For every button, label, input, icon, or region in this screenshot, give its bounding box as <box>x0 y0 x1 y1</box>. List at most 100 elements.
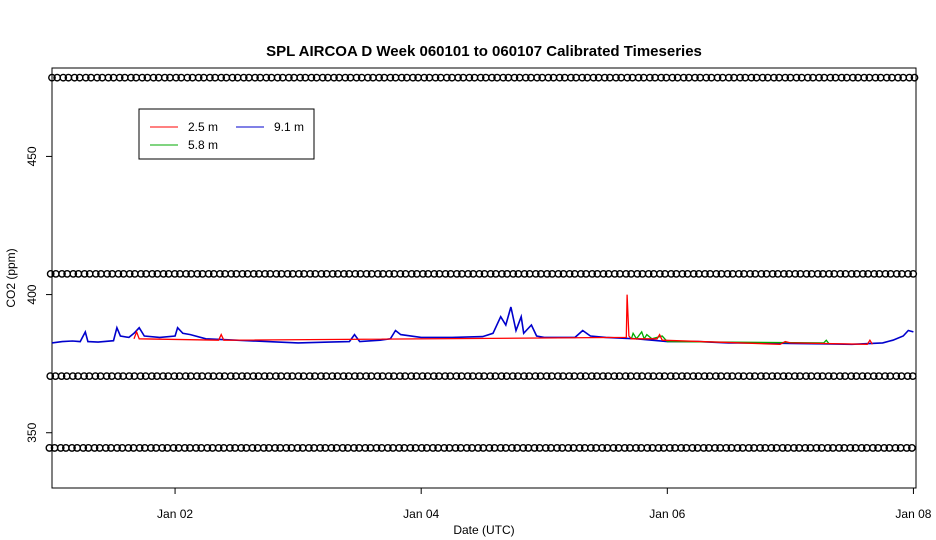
calibration-point <box>858 372 867 380</box>
calibration-point <box>847 372 856 380</box>
calibration-point <box>102 372 111 380</box>
calibration-point <box>183 73 192 82</box>
calibration-point <box>441 372 449 380</box>
calibration-point <box>419 269 427 278</box>
calibration-point <box>294 372 303 380</box>
calibration-point <box>114 372 122 380</box>
calibration-point <box>543 269 551 278</box>
calibration-point <box>48 73 56 82</box>
calibration-point <box>679 73 688 82</box>
calibration-point <box>553 372 562 380</box>
calibration-point <box>880 444 889 452</box>
calibration-point <box>881 372 889 380</box>
calibration-point <box>137 269 145 278</box>
calibration-point <box>599 269 608 278</box>
calibration-point <box>350 444 358 452</box>
calibration-point <box>205 73 214 82</box>
calibration-point <box>792 73 801 82</box>
calibration-point <box>655 372 664 380</box>
calibration-point <box>768 372 777 380</box>
calibration-point <box>668 73 677 82</box>
calibration-point <box>519 444 528 452</box>
calibration-point <box>688 444 697 452</box>
calibration-point <box>711 444 719 452</box>
calibration-point <box>555 73 564 82</box>
calibration-point <box>634 73 643 82</box>
calibration-point <box>249 372 258 380</box>
calibration-point <box>857 444 866 452</box>
calibration-point <box>260 372 269 380</box>
calibration-point <box>328 269 337 278</box>
calibration-point <box>713 73 722 82</box>
calibration-point <box>80 372 88 380</box>
calibration-point <box>633 269 642 278</box>
calibration-point <box>352 73 361 82</box>
calibration-point <box>91 372 100 380</box>
calibration-point <box>667 269 676 278</box>
x-tick-label: Jan 06 <box>649 507 685 521</box>
calibration-point <box>194 73 203 82</box>
calibration-point <box>225 444 234 452</box>
calibration-point <box>623 73 632 82</box>
calibration-point <box>645 73 654 82</box>
calibration-point <box>294 269 303 278</box>
calibration-point <box>520 269 529 278</box>
calibration-point <box>869 372 878 380</box>
calibration-point <box>125 372 134 380</box>
calibration-point <box>576 372 585 380</box>
calibration-point <box>339 372 348 380</box>
calibration-point <box>542 372 551 380</box>
calibration-point <box>441 269 450 278</box>
calibration-point <box>249 269 258 278</box>
calibration-point <box>136 372 145 380</box>
calibration-point <box>701 269 709 278</box>
calibration-point <box>565 372 574 380</box>
y-tick-label: 450 <box>25 146 39 166</box>
calibration-point <box>181 372 190 380</box>
calibration-point <box>586 444 595 452</box>
calibration-point <box>81 73 90 82</box>
calibration-point <box>397 73 406 82</box>
calibration-point <box>251 73 259 82</box>
calibration-point <box>553 444 561 452</box>
calibration-point <box>835 444 843 452</box>
calibration-point <box>58 269 66 278</box>
calibration-point <box>193 372 201 380</box>
calibration-point <box>610 372 619 380</box>
calibration-point <box>486 372 495 380</box>
calibration-point <box>488 73 496 82</box>
calibration-point <box>836 269 845 278</box>
calibration-point <box>881 269 890 278</box>
calibration-point <box>238 269 247 278</box>
y-axis-label: CO2 (ppm) <box>4 248 18 307</box>
calibration-point <box>383 444 392 452</box>
calibration-point <box>214 444 223 452</box>
calibration-point <box>485 444 494 452</box>
calibration-point <box>677 444 686 452</box>
calibration-point <box>90 444 99 452</box>
calibration-point <box>203 444 212 452</box>
calibration-point <box>812 444 821 452</box>
calibration-point <box>180 444 189 452</box>
calibration-point <box>464 269 472 278</box>
calibration-point <box>46 372 55 380</box>
calibration-point <box>712 269 721 278</box>
calibration-point <box>657 73 666 82</box>
calibration-point <box>846 444 855 452</box>
calibration-point <box>778 444 787 452</box>
calibration-point <box>79 444 88 452</box>
calibration-point <box>508 372 517 380</box>
calibration-point <box>375 73 384 82</box>
calibration-point <box>632 372 641 380</box>
calibration-point <box>305 372 314 380</box>
calibration-point <box>317 372 325 380</box>
calibration-point <box>544 73 553 82</box>
legend-label-5-8m: 5.8 m <box>188 138 218 152</box>
calibration-point <box>531 372 540 380</box>
calibration-point <box>665 444 674 452</box>
calibration-point <box>318 73 327 82</box>
calibration-point <box>891 444 900 452</box>
calibration-point <box>330 73 338 82</box>
calibration-point <box>475 269 484 278</box>
calibration-point <box>747 73 756 82</box>
